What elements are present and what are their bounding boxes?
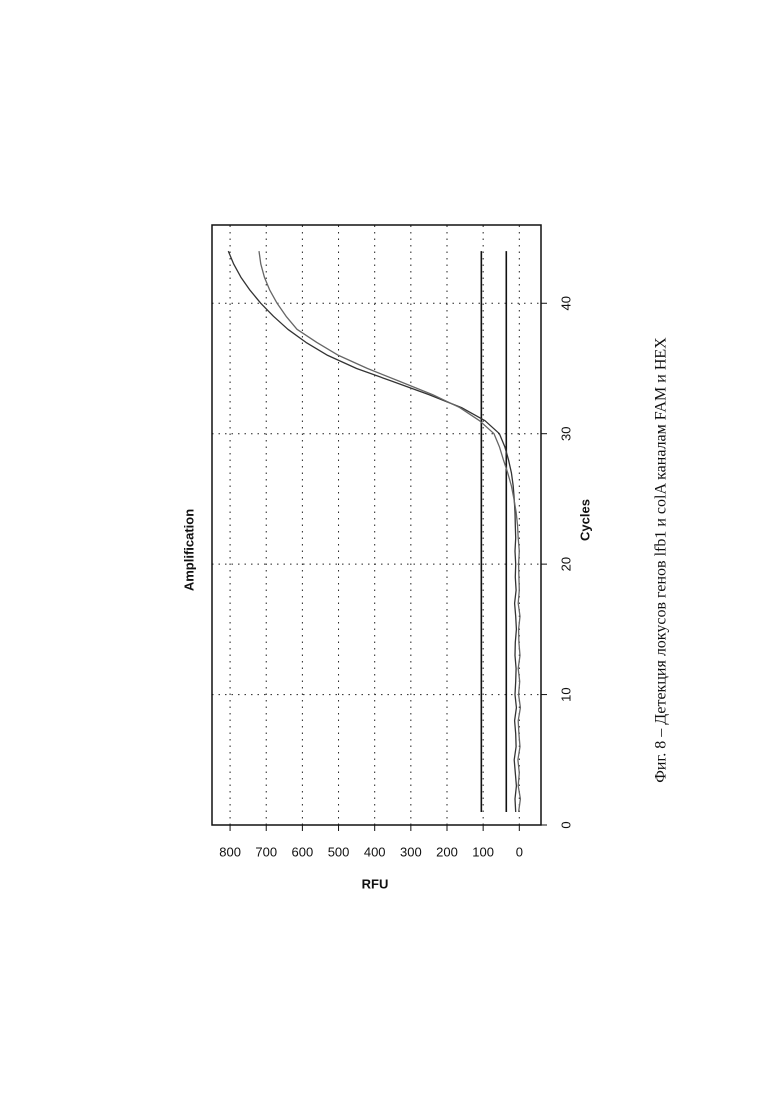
plot-frame [212, 225, 541, 825]
x-axis-label: Cycles [577, 499, 592, 541]
y-tick-label: 0 [516, 844, 523, 859]
y-tick-label: 800 [219, 844, 241, 859]
y-tick-label: 400 [364, 844, 386, 859]
x-tick-label: 20 [558, 557, 573, 571]
page: {"chart_data": {"type": "line", "title":… [0, 0, 780, 1103]
figure: Amplification Cycles RFU 010203040010020… [0, 0, 780, 1103]
y-tick-label: 300 [400, 844, 422, 859]
y-tick-label: 700 [255, 844, 277, 859]
x-tick-label: 0 [558, 821, 573, 828]
x-tick-label: 30 [558, 426, 573, 440]
chart-title: Amplification [181, 509, 196, 591]
y-tick-label: 200 [436, 844, 458, 859]
series-line [228, 251, 516, 812]
caption: Фиг. 8 – Детекция локусов генов lfb1 и c… [653, 337, 670, 783]
x-tick-label: 40 [558, 296, 573, 310]
x-tick-label: 10 [558, 687, 573, 701]
y-tick-label: 500 [328, 844, 350, 859]
y-axis-label: RFU [362, 876, 389, 891]
rotated-chart: Amplification Cycles RFU 010203040010020… [181, 225, 592, 891]
y-tick-label: 600 [292, 844, 314, 859]
y-tick-label: 100 [472, 844, 494, 859]
